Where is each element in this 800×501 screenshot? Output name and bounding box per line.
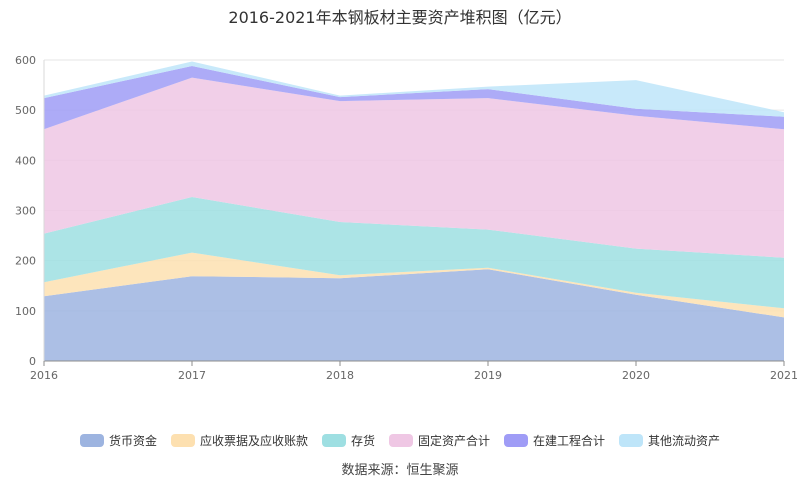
y-tick-label: 600 xyxy=(15,54,36,67)
axes xyxy=(43,60,785,366)
x-tick-label: 2020 xyxy=(622,369,650,382)
legend-swatch xyxy=(504,434,529,447)
chart-title: 2016-2021年本钢板材主要资产堆积图（亿元） xyxy=(228,8,572,27)
legend-item[interactable]: 应收票据及应收账款 xyxy=(170,432,308,449)
series-area-货币资金 xyxy=(44,269,784,361)
legend-swatch xyxy=(321,434,346,447)
x-axis-labels: 2016 2017 2018 2019 2020 2021 xyxy=(30,369,798,382)
legend-label: 其他流动资产 xyxy=(648,434,721,448)
stacked-area-chart: 0 100 200 300 400 500 600 2016 2017 2018 2019 2020… xyxy=(15,54,798,382)
series-area-在建工程合计 xyxy=(44,66,784,130)
legend-item[interactable]: 固定资产合计 xyxy=(389,432,490,449)
legend-item[interactable]: 货币资金 xyxy=(79,432,157,449)
series-area-固定资产合计 xyxy=(44,77,784,258)
y-tick-label: 500 xyxy=(15,104,36,117)
x-tick-label: 2016 xyxy=(30,369,58,382)
series-area-其他流动资产 xyxy=(44,61,784,117)
legend-swatch xyxy=(170,434,195,447)
y-tick-label: 200 xyxy=(15,255,36,268)
y-tick-label: 400 xyxy=(15,154,36,167)
legend-swatch xyxy=(389,434,413,447)
legend-label: 存货 xyxy=(350,434,375,448)
area-series xyxy=(44,61,784,361)
y-tick-label: 0 xyxy=(29,355,36,368)
legend-item[interactable]: 其他流动资产 xyxy=(619,432,720,449)
data-source: 数据来源：恒生聚源 xyxy=(341,463,459,478)
y-tick-label: 100 xyxy=(15,305,36,318)
legend: 货币资金 应收票据及应收账款 存货 固定资产合计 在建工程合计 其他流动资产 xyxy=(0,432,800,449)
x-tick-label: 2021 xyxy=(770,369,798,382)
legend-label: 在建工程合计 xyxy=(533,434,606,448)
legend-swatch xyxy=(79,434,104,447)
series-area-应收票据及应收账款 xyxy=(44,252,784,318)
x-tick-label: 2019 xyxy=(474,369,502,382)
legend-swatch xyxy=(619,434,644,447)
series-area-存货 xyxy=(44,197,784,309)
x-tick-label: 2017 xyxy=(178,369,206,382)
y-tick-label: 300 xyxy=(15,205,36,218)
x-tick-label: 2018 xyxy=(326,369,354,382)
legend-label: 固定资产合计 xyxy=(418,434,491,448)
legend-label: 应收票据及应收账款 xyxy=(199,434,308,448)
y-axis-labels: 0 100 200 300 400 500 600 xyxy=(15,54,36,368)
legend-item[interactable]: 在建工程合计 xyxy=(504,432,605,449)
legend-label: 货币资金 xyxy=(108,434,157,448)
legend-item[interactable]: 存货 xyxy=(321,432,375,449)
